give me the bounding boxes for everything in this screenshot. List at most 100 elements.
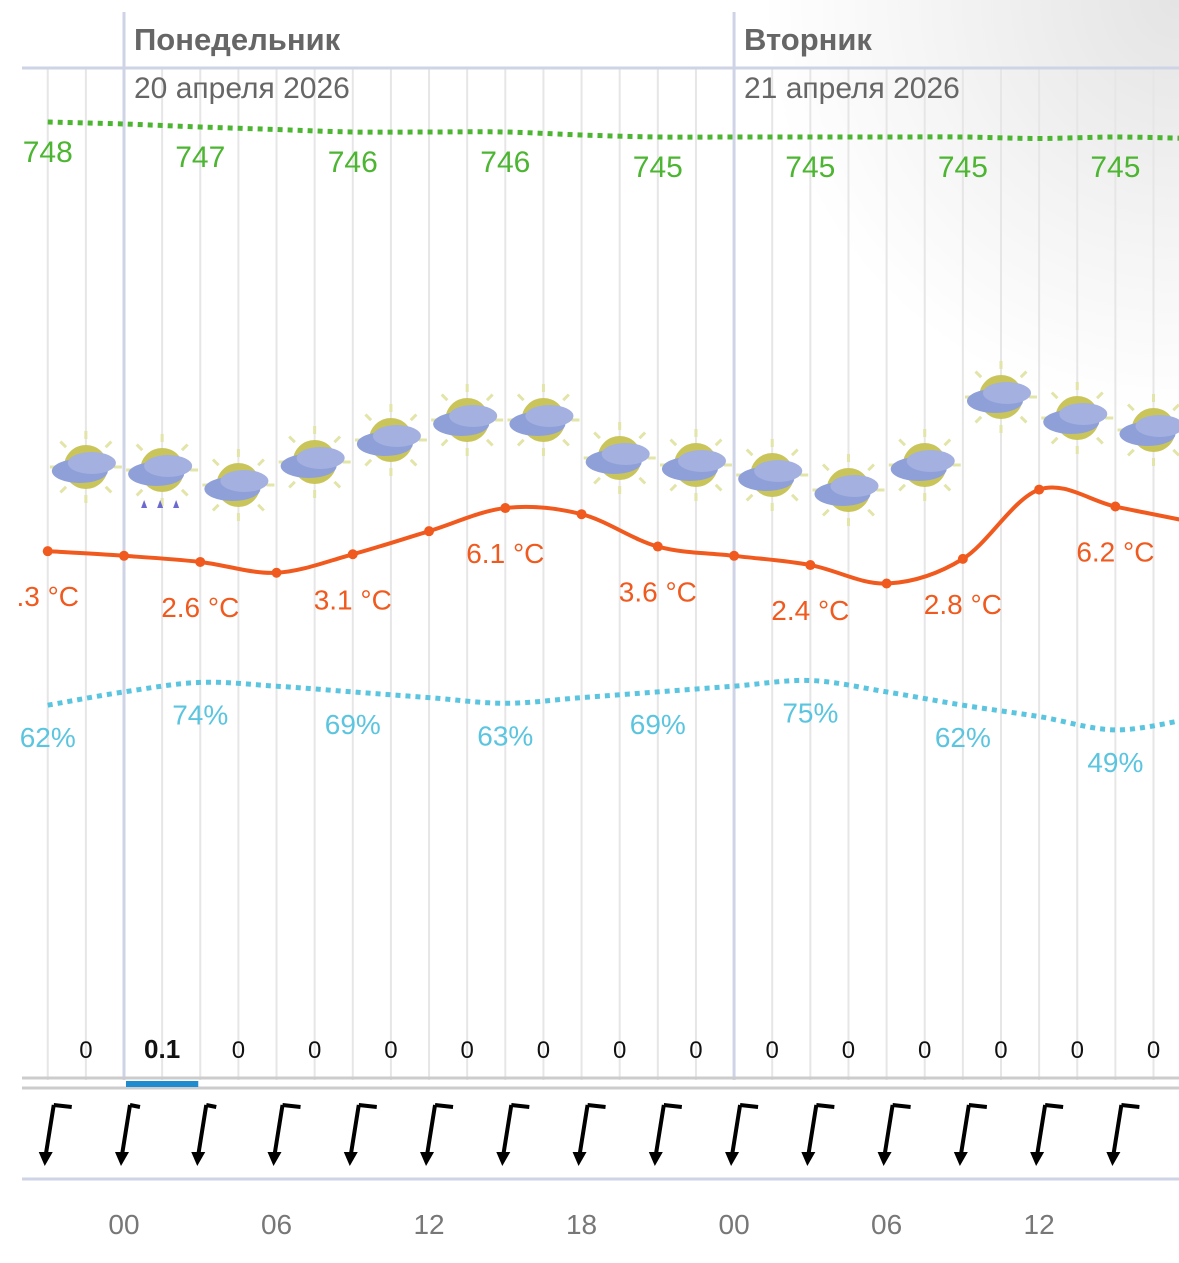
sun-ray — [943, 483, 952, 492]
wind-arrowhead — [191, 1152, 206, 1166]
raindrop — [141, 500, 148, 508]
cloud — [525, 405, 574, 427]
cloud — [906, 450, 955, 472]
temperature-point — [42, 546, 53, 557]
wind-barb — [1044, 1103, 1064, 1109]
wind-barb-icon — [38, 1103, 72, 1166]
wind-barb — [53, 1103, 72, 1109]
partly-cloudy-icon — [1041, 382, 1114, 454]
precip-value: 0.1 — [144, 1034, 180, 1064]
day-date: 21 апреля 2026 — [744, 72, 960, 105]
precip-value: 0 — [79, 1037, 92, 1064]
precip-value: 0 — [918, 1037, 931, 1064]
wind-arrowhead — [801, 1152, 816, 1166]
sun-ray — [180, 488, 189, 497]
wind-arrowhead — [725, 1152, 740, 1166]
temperature-point — [576, 509, 587, 520]
pressure-label: 745 — [1090, 151, 1140, 184]
temperature-label: 2.8 °C — [924, 589, 1002, 620]
wind-barb-icon — [1106, 1103, 1140, 1166]
wind-barb-icon — [115, 1103, 141, 1166]
sun-ray — [1050, 391, 1059, 400]
partly-cloudy-icon — [431, 384, 504, 456]
wind-barb — [892, 1103, 911, 1109]
sun-ray — [364, 458, 373, 467]
humidity-label: 63% — [477, 720, 533, 751]
temperature-point — [119, 550, 129, 561]
sun-ray — [135, 443, 144, 452]
sun-ray — [974, 415, 983, 424]
sun-ray — [745, 448, 754, 457]
precip-value: 0 — [994, 1037, 1007, 1064]
day-header-tuesday: Вторник 21 апреля 2026 — [744, 22, 960, 106]
cloud — [67, 452, 116, 474]
precip-value: 0 — [766, 1037, 779, 1064]
temperature-point — [805, 560, 816, 571]
sun-ray — [821, 508, 830, 517]
cloud — [601, 443, 650, 465]
partly-cloudy-icon — [659, 429, 732, 501]
sun-ray — [409, 458, 418, 467]
sun-ray — [333, 480, 342, 489]
wind-arrowhead — [343, 1152, 358, 1166]
time-axis-label: 12 — [1024, 1209, 1055, 1240]
background-shade — [759, 0, 1179, 420]
temperature-point — [1110, 501, 1121, 512]
cloud — [372, 425, 421, 447]
sun-ray — [257, 503, 265, 512]
sun-ray — [135, 488, 144, 497]
humidity-label: 69% — [630, 709, 686, 740]
time-axis-label: 06 — [261, 1209, 292, 1240]
pressure-label: 747 — [175, 141, 225, 174]
wind-barb — [1121, 1103, 1140, 1109]
wind-arrowhead — [38, 1152, 53, 1166]
temperature-point — [729, 550, 740, 561]
time-axis-label: 18 — [566, 1209, 597, 1240]
sun-ray — [440, 393, 449, 402]
temperature-label: .3 °C — [16, 581, 79, 612]
day-header-monday: Понедельник 20 апреля 2026 — [134, 22, 350, 106]
cloud — [1059, 403, 1108, 425]
wind-shaft — [272, 1104, 285, 1156]
sun-ray — [516, 393, 525, 402]
sun-ray — [1172, 448, 1179, 457]
wind-shaft — [882, 1104, 895, 1156]
temperature-label: 2.4 °C — [771, 595, 849, 626]
sun-ray — [898, 483, 906, 492]
temperature-point — [424, 526, 435, 537]
humidity-label: 74% — [172, 699, 228, 730]
wind-arrowhead — [115, 1152, 129, 1166]
sun-ray — [790, 448, 799, 457]
sun-ray — [714, 483, 723, 492]
precip-value: 0 — [232, 1037, 245, 1064]
sun-ray — [257, 458, 265, 467]
wind-barb — [434, 1103, 454, 1109]
day-name: Вторник — [744, 22, 872, 57]
sun-ray — [974, 370, 983, 379]
temperature-point — [881, 578, 892, 589]
wind-barb — [282, 1103, 301, 1109]
temperature-point — [500, 503, 511, 514]
pressure-label: 745 — [633, 151, 683, 184]
sun-ray — [562, 438, 570, 447]
partly-cloudy-icon — [812, 454, 885, 526]
time-axis-label: 00 — [108, 1209, 139, 1240]
pressure-label: 746 — [480, 146, 530, 179]
humidity-line — [47, 677, 1179, 733]
sun-ray — [180, 443, 189, 452]
wind-barb — [587, 1103, 606, 1109]
sun-ray — [1019, 415, 1028, 424]
sun-ray — [638, 431, 647, 440]
cloud — [296, 447, 345, 469]
temperature-label: 6.2 °C — [1076, 537, 1154, 568]
time-axis-label: 00 — [719, 1209, 750, 1240]
cloud — [220, 470, 269, 492]
sun-ray — [1019, 370, 1028, 379]
wind-shaft — [1111, 1104, 1124, 1156]
wind-barb — [663, 1103, 683, 1109]
sun-ray — [211, 458, 220, 467]
wind-arrowhead — [877, 1152, 892, 1166]
partly-cloudy-icon — [736, 439, 809, 511]
wind-shaft — [120, 1104, 132, 1156]
wind-shaft — [806, 1104, 819, 1156]
